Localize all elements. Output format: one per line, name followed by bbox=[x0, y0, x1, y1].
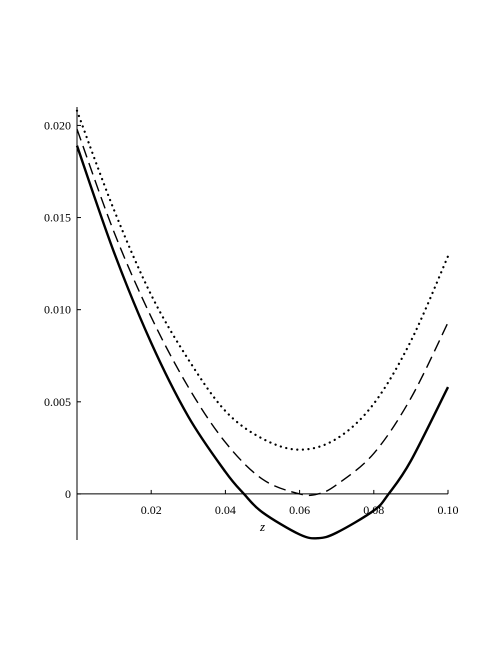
y-tick-label: 0.020 bbox=[44, 118, 71, 132]
dotted-series-line bbox=[75, 109, 450, 451]
y-tick-label: 0.015 bbox=[44, 211, 71, 225]
x-tick-label: 0.10 bbox=[438, 503, 459, 517]
solid-series-line bbox=[75, 145, 450, 540]
y-tick-label: 0.005 bbox=[44, 395, 71, 409]
y-tick-label: 0.010 bbox=[44, 303, 71, 317]
x-tick-label: 0.08 bbox=[363, 503, 384, 517]
dashed-series-line bbox=[76, 128, 449, 497]
x-axis-title: z bbox=[259, 519, 265, 534]
x-tick-label: 0.04 bbox=[215, 503, 236, 517]
y-axis-ticks: 0 0.005 0.010 0.015 0.020 bbox=[44, 118, 81, 501]
y-tick-label: 0 bbox=[65, 487, 71, 501]
x-tick-label: 0.02 bbox=[141, 503, 162, 517]
x-axis-ticks: 0.02 0.04 0.06 0.08 0.10 bbox=[141, 489, 459, 517]
series-lines bbox=[75, 109, 450, 540]
x-tick-label: 0.06 bbox=[289, 503, 310, 517]
